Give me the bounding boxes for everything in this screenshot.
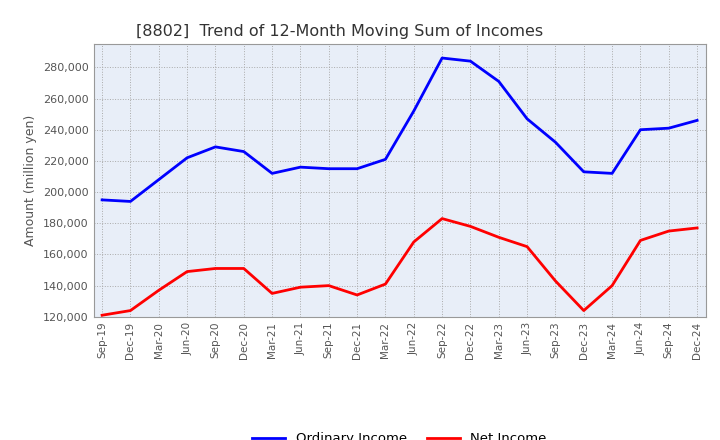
Net Income	[155, 288, 163, 293]
Net Income	[665, 228, 673, 234]
Net Income	[608, 283, 616, 288]
Net Income	[438, 216, 446, 221]
Ordinary Income	[410, 108, 418, 114]
Ordinary Income	[381, 157, 390, 162]
Net Income	[325, 283, 333, 288]
Net Income	[211, 266, 220, 271]
Net Income	[126, 308, 135, 313]
Ordinary Income	[98, 197, 107, 202]
Line: Net Income: Net Income	[102, 219, 697, 315]
Ordinary Income	[466, 59, 474, 64]
Ordinary Income	[211, 144, 220, 150]
Ordinary Income	[495, 79, 503, 84]
Text: [8802]  Trend of 12-Month Moving Sum of Incomes: [8802] Trend of 12-Month Moving Sum of I…	[137, 24, 544, 39]
Net Income	[466, 224, 474, 229]
Net Income	[551, 279, 559, 284]
Ordinary Income	[636, 127, 644, 132]
Ordinary Income	[183, 155, 192, 161]
Net Income	[183, 269, 192, 274]
Net Income	[495, 235, 503, 240]
Net Income	[693, 225, 701, 231]
Ordinary Income	[268, 171, 276, 176]
Ordinary Income	[608, 171, 616, 176]
Net Income	[410, 239, 418, 245]
Ordinary Income	[523, 116, 531, 121]
Net Income	[98, 312, 107, 318]
Net Income	[636, 238, 644, 243]
Net Income	[580, 308, 588, 313]
Net Income	[296, 285, 305, 290]
Ordinary Income	[240, 149, 248, 154]
Line: Ordinary Income: Ordinary Income	[102, 58, 697, 202]
Ordinary Income	[126, 199, 135, 204]
Ordinary Income	[438, 55, 446, 61]
Ordinary Income	[693, 118, 701, 123]
Net Income	[240, 266, 248, 271]
Ordinary Income	[155, 177, 163, 182]
Net Income	[523, 244, 531, 249]
Legend: Ordinary Income, Net Income: Ordinary Income, Net Income	[247, 427, 552, 440]
Net Income	[353, 292, 361, 297]
Ordinary Income	[325, 166, 333, 171]
Ordinary Income	[353, 166, 361, 171]
Ordinary Income	[665, 125, 673, 131]
Net Income	[381, 282, 390, 287]
Ordinary Income	[551, 139, 559, 145]
Ordinary Income	[580, 169, 588, 175]
Net Income	[268, 291, 276, 296]
Y-axis label: Amount (million yen): Amount (million yen)	[24, 115, 37, 246]
Ordinary Income	[296, 165, 305, 170]
